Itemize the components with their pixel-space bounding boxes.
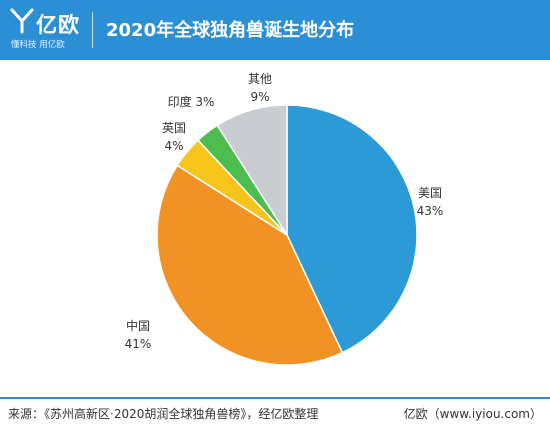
pie-slice xyxy=(286,104,418,354)
pie-labels: 美国 43% 中国 41% 英国 4% 印度 3% 其他 9% xyxy=(125,72,444,351)
slice-value-label: 41% xyxy=(125,337,152,351)
brand-logo: 亿欧 懂科技 用亿欧 xyxy=(10,8,82,52)
credit-note: 亿欧（www.iyiou.com） xyxy=(403,407,542,421)
page-title: 2020年全球独角兽诞生地分布 xyxy=(106,20,355,41)
footer-divider xyxy=(0,397,550,399)
logo-tagline: 懂科技 用亿欧 xyxy=(11,40,65,50)
header-divider xyxy=(92,12,93,48)
slice-category-label: 其他 xyxy=(248,72,272,86)
slice-category-label: 中国 xyxy=(126,318,150,333)
logo-y-icon xyxy=(10,8,34,34)
pie-chart: 美国 43% 中国 41% 英国 4% 印度 3% 其他 9% xyxy=(125,72,444,366)
slice-value-label: 43% xyxy=(417,204,444,218)
slice-value-label: 9% xyxy=(250,90,269,104)
header-banner: 亿欧 懂科技 用亿欧 2020年全球独角兽诞生地分布 xyxy=(0,0,550,60)
logo-name: 亿欧 xyxy=(36,13,80,37)
slice-category-label: 印度 3% xyxy=(168,94,215,109)
pie-slice xyxy=(156,164,344,366)
slice-value-label: 4% xyxy=(164,139,183,153)
slice-category-label: 美国 xyxy=(418,186,442,200)
pie-slices xyxy=(156,104,418,366)
slice-category-label: 英国 xyxy=(162,121,186,135)
pie-slice xyxy=(216,104,288,238)
source-note: 来源：《苏州高新区·2020胡润全球独角兽榜》，经亿欧整理 xyxy=(8,407,319,421)
